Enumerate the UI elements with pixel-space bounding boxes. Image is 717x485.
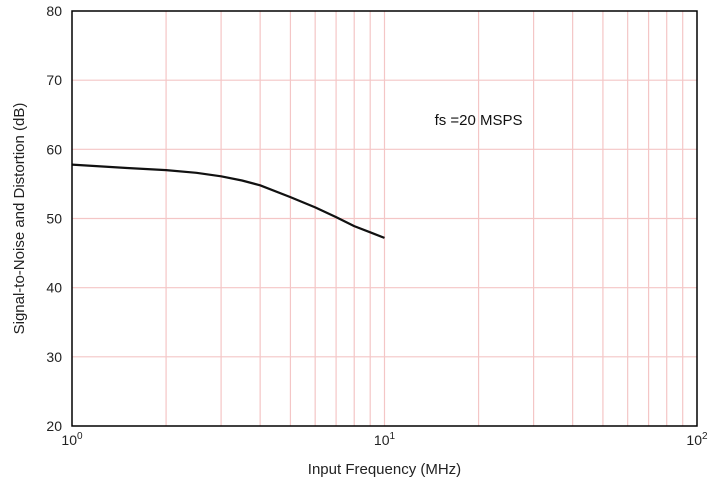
y-tick-label: 80 (46, 3, 62, 19)
x-tick-label: 100 (61, 431, 83, 448)
y-tick-label: 60 (46, 141, 62, 157)
y-tick-label: 40 (46, 280, 62, 296)
y-axis-label: Signal-to-Noise and Distortion (dB) (11, 103, 28, 335)
y-tick-labels: 20 30 40 50 60 70 80 (46, 3, 62, 434)
x-tick-label: 102 (686, 431, 708, 448)
y-tick-label: 50 (46, 211, 62, 227)
series-group (71, 163, 385, 239)
y-tick-label: 30 (46, 349, 62, 365)
y-tick-label: 20 (46, 418, 62, 434)
annotations: fs =20 MSPS (435, 112, 523, 129)
x-axis-label: Input Frequency (MHz) (308, 461, 461, 478)
series-line-0 (71, 163, 385, 239)
grid-lines (72, 11, 697, 426)
x-tick-labels: 100 101 102 (61, 431, 708, 448)
y-tick-label: 70 (46, 72, 62, 88)
annotation-label: fs =20 MSPS (435, 112, 523, 129)
x-tick-label: 101 (374, 431, 396, 448)
plot-frame (71, 10, 698, 427)
